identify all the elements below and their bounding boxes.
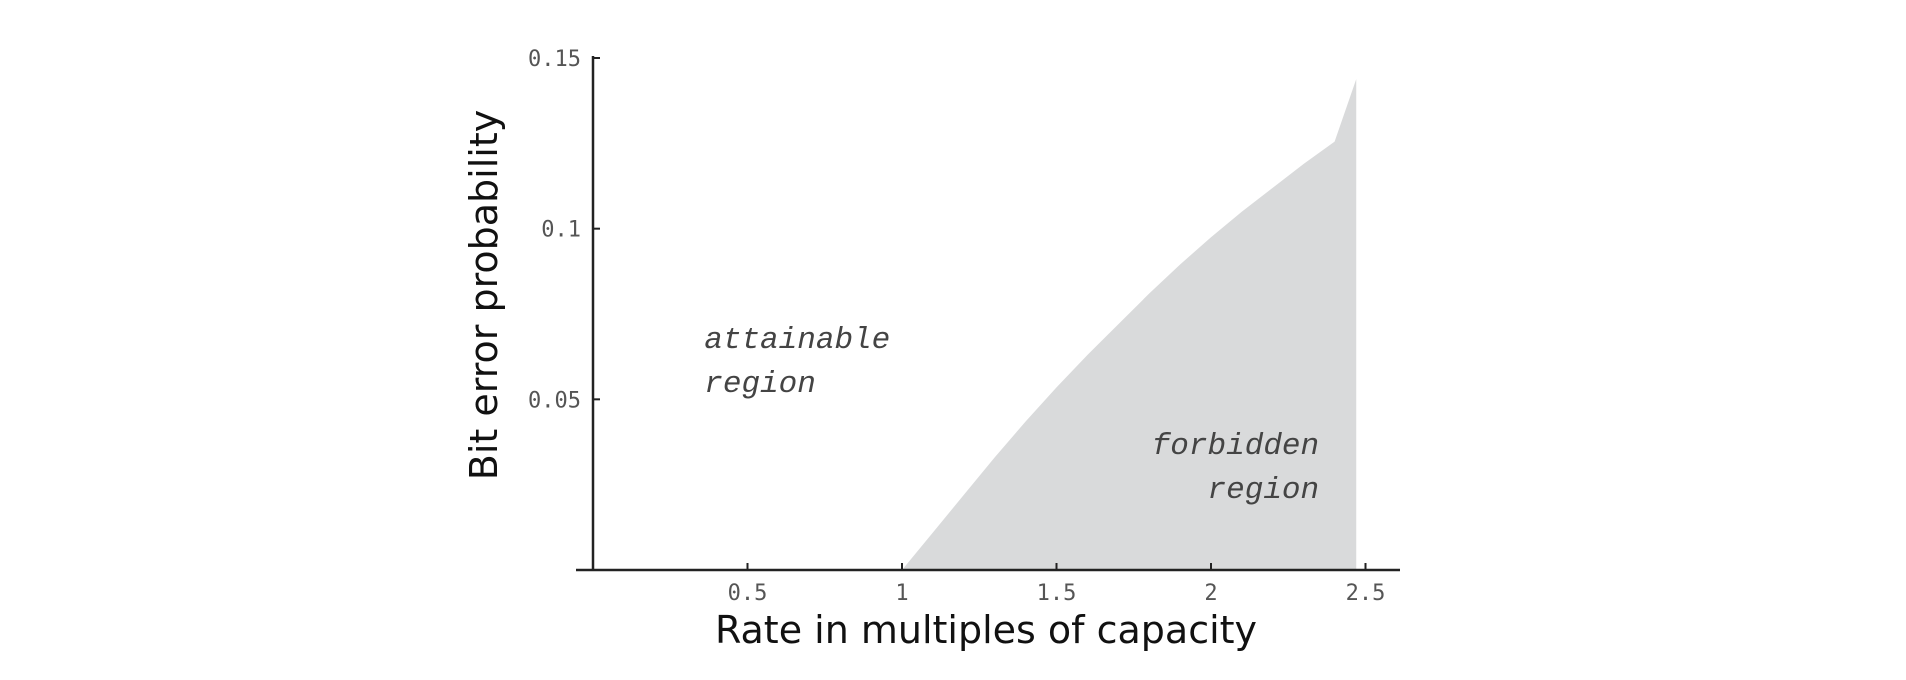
x-tick-label: 2.5 [1346,581,1386,606]
attainable-region-label: region [704,367,816,402]
x-tick-label: 2 [1204,581,1217,606]
y-tick-label: 0.1 [541,218,581,243]
forbidden-region-label: region [1208,473,1320,508]
x-tick-label: 1 [895,581,908,606]
x-tick-label: 1.5 [1037,581,1077,606]
axes [576,56,1400,572]
forbidden-region-area [902,79,1357,571]
x-axis-title: Rate in multiples of capacity [715,608,1257,652]
x-tick-label: 0.5 [728,581,768,606]
y-tick-label: 0.15 [528,47,581,72]
y-axis-title: Bit error probability [462,110,506,480]
y-tick-label: 0.05 [528,388,581,413]
attainable-region-label: attainable [704,323,890,358]
forbidden-region-label: forbidden [1152,429,1319,464]
